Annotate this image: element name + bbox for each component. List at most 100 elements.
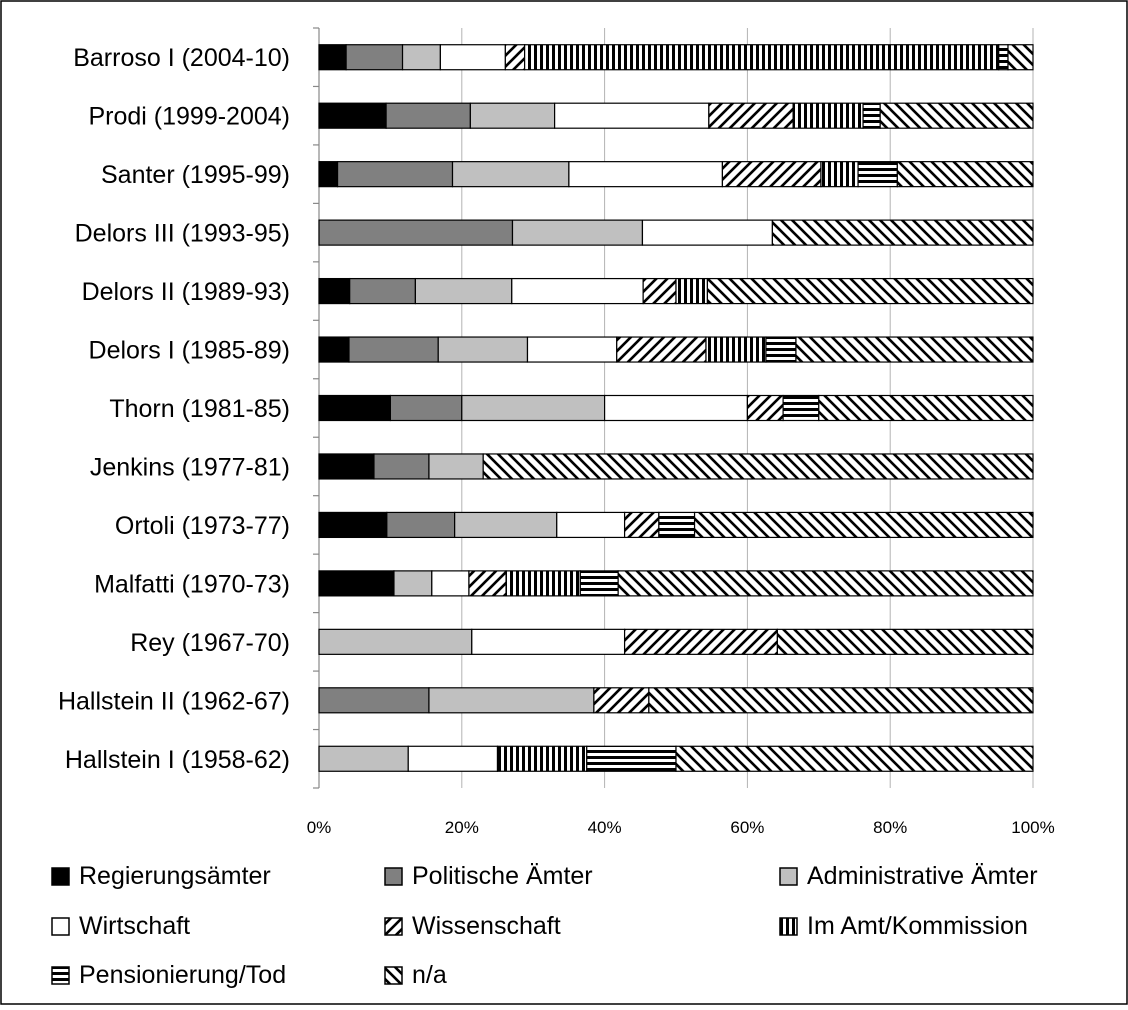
category-label: Santer (1995-99) [101,161,290,189]
category-label: Barroso I (2004-10) [73,44,290,72]
x-tick-label: 60% [730,818,764,837]
category-label: Jenkins (1977-81) [90,453,290,481]
legend-swatch [779,917,798,936]
bar-segment [318,102,387,129]
bar-segment [439,44,506,71]
bar-segment [318,687,430,714]
bar-segment [437,336,529,363]
bar-segment [401,44,441,71]
x-tick-label: 40% [588,818,622,837]
category-label: Malfatti (1970-73) [94,570,290,598]
bar-segment [318,453,375,480]
bar-segment [616,336,707,363]
bar-segment [675,745,1034,772]
bar-segment [776,628,1034,655]
bar-segment [771,219,1034,246]
bar-segment [318,44,347,71]
bar-segment [586,745,677,772]
bar-segment [554,102,710,129]
bar-segment [451,161,570,188]
bar-segment [428,687,595,714]
bar-segment [318,570,395,597]
category-label: Delors I (1985-89) [89,337,290,365]
legend-label: n/a [412,961,447,989]
bar-segment [318,161,339,188]
bar-segment [568,161,724,188]
legend-swatch [51,917,70,936]
x-tick-label: 20% [445,818,479,837]
legend-swatch [384,917,403,936]
x-tick-label: 0% [307,818,332,837]
bar-segment [407,745,499,772]
bar-segment [469,102,556,129]
legend-label: Im Amt/Kommission [807,912,1028,940]
bar-segment [349,277,416,305]
bar-segment [675,277,709,305]
bar-segment [857,161,898,188]
category-label: Hallstein II (1962-67) [58,687,290,715]
bar-segment [505,570,581,597]
bar-segment [648,687,1034,714]
bar-segment [389,394,463,422]
bar-segment [471,628,626,655]
x-tick-label: 100% [1011,818,1054,837]
bar-segment [1007,44,1034,71]
bar-segment [746,394,784,422]
bar-segment [454,511,558,539]
bar-segment [820,161,859,188]
legend-swatch [779,867,798,886]
bar-segment [345,44,404,71]
bar-segment [706,277,1034,305]
bar-segment [765,336,797,363]
category-label: Hallstein I (1958-62) [65,746,290,774]
category-label: Delors II (1989-93) [82,278,290,306]
bar-segment [373,453,430,480]
bar-segment [879,102,1034,129]
bar-segment [705,336,767,363]
bar-segment [721,161,822,188]
category-label: Ortoli (1973-77) [115,512,290,540]
bar-segment [623,628,778,655]
bar-segment [792,102,864,129]
bar-segment [386,511,456,539]
bars [318,44,1034,772]
bar-segment [641,219,773,246]
legend-label: Wissenschaft [412,912,561,940]
bar-segment [511,277,644,305]
bar-segment [431,570,470,597]
bar-segment [862,102,881,129]
legend-label: Administrative Ämter [807,862,1038,890]
bar-segment [318,628,473,655]
bar-segment [318,745,409,772]
legend-label: Wirtschaft [79,912,190,940]
bar-segment [556,511,626,539]
legend-swatch [384,867,403,886]
bar-segment [998,44,1009,71]
category-label: Rey (1967-70) [130,629,290,657]
bar-segment [617,570,1034,597]
bar-segment [482,453,1034,480]
bar-segment [414,277,513,305]
bar-segment [526,336,618,363]
bar-segment [603,394,748,422]
bar-segment [461,394,606,422]
bar-segment [658,511,696,539]
bar-segment [511,219,644,246]
category-label: Thorn (1981-85) [109,395,290,423]
category-labels: Barroso I (2004-10) Prodi (1999-2004) Sant… [58,44,290,774]
legend-label: Politische Ämter [412,862,593,890]
bar-segment [693,511,1034,539]
bar-segment [708,102,794,129]
bar-segment [393,570,433,597]
bar-segment [782,394,820,422]
bar-segment [623,511,660,539]
bar-segment [496,745,588,772]
legend-swatch [384,966,403,985]
bar-segment [504,44,526,71]
legend-swatch [51,867,70,886]
legend-label: Pensionierung/Tod [79,961,286,989]
bar-segment [896,161,1034,188]
